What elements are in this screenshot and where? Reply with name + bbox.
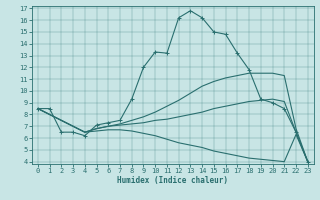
X-axis label: Humidex (Indice chaleur): Humidex (Indice chaleur) [117, 176, 228, 185]
